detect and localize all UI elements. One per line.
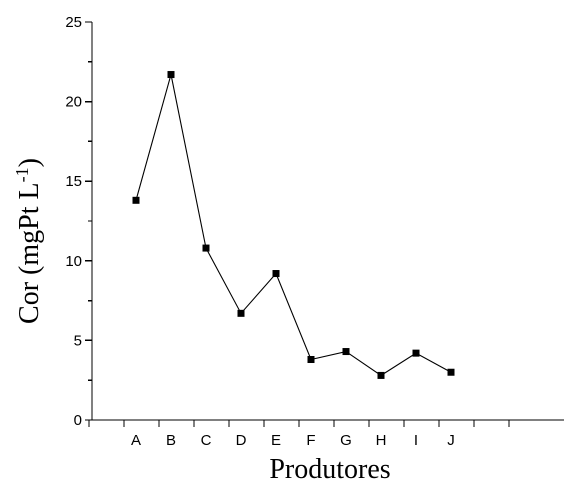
x-tick-label: D (236, 432, 247, 449)
x-axis-title-text: Produtores (269, 454, 390, 485)
x-tick-label: G (340, 432, 352, 449)
data-point-marker (377, 371, 385, 379)
data-point-marker (412, 349, 420, 357)
series-layer (132, 71, 455, 379)
y-tick-label: 25 (65, 14, 82, 31)
series-line (135, 74, 452, 377)
x-tick-label: J (447, 432, 455, 449)
x-tick-label: F (306, 432, 315, 449)
y-axis-ticks: 0 5 10 15 20 25 (65, 14, 92, 429)
y-axis-title-close: ) (14, 158, 45, 167)
x-tick-label: B (166, 432, 176, 449)
y-axis-title-text: Cor (mgPt L (14, 182, 45, 324)
y-tick-label: 15 (65, 173, 82, 190)
data-point-marker (307, 356, 315, 364)
x-tick-label: A (131, 432, 141, 449)
data-point-marker (447, 368, 455, 376)
data-point-marker (272, 270, 280, 278)
data-point-marker (237, 309, 245, 317)
data-point-marker (342, 348, 350, 356)
x-tick-label: C (201, 432, 212, 449)
data-point-marker (132, 196, 140, 204)
y-tick-label: 10 (65, 253, 82, 270)
x-axis-title: Produtores (269, 454, 390, 485)
y-tick-label: 0 (74, 412, 82, 429)
y-axis-title: Cor (mgPt L-1) (12, 158, 45, 324)
x-tick-label: I (414, 432, 418, 449)
x-tick-label: E (271, 432, 281, 449)
y-tick-label: 5 (74, 332, 82, 349)
y-axis-title-superscript: -1 (12, 167, 32, 182)
x-tick-label: H (376, 432, 387, 449)
y-tick-label: 20 (65, 94, 82, 111)
data-point-marker (167, 71, 175, 79)
x-axis-ticks: A B C D E F G H I J (88, 420, 510, 449)
data-point-marker (202, 244, 210, 252)
